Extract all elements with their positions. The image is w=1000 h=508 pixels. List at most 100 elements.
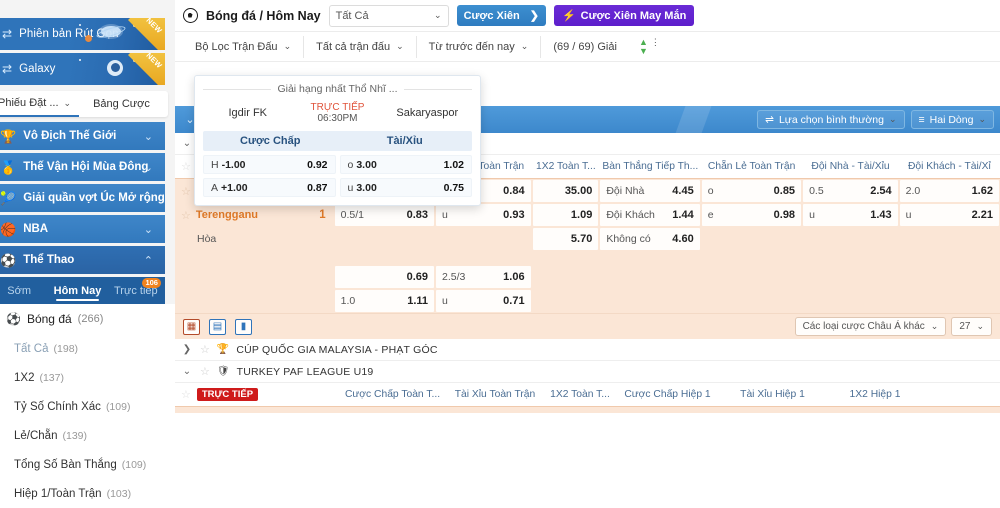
line: 1.0 <box>340 295 356 307</box>
sidebar-item-label: Thế Vận Hội Mùa Đông <box>23 161 149 173</box>
subtab-today[interactable]: Hôm Nay <box>48 277 106 304</box>
odds-cell-handicap-ft-alt-1[interactable]: 0.69 <box>334 266 435 288</box>
subtab-label: Hôm Nay <box>53 284 102 297</box>
favorite-star-icon[interactable]: ☆ <box>200 344 210 356</box>
popup-odds-cell-handicap-home[interactable]: H -1.00 0.92 <box>203 155 336 174</box>
favorite-star-icon[interactable]: ☆ <box>181 185 191 198</box>
column-header-1x2-ft: 1X2 Toàn T... <box>536 161 596 172</box>
chevron-right-icon[interactable]: ❯ <box>182 344 192 355</box>
promo-banner-lite-version[interactable]: ⇄ Phiên bản Rút Gọn NEW <box>0 18 165 50</box>
filter-label: Từ trước đến nay <box>428 40 515 53</box>
sidebar-market-ht-ft[interactable]: Hiệp 1/Toàn Trận (103) <box>0 479 175 508</box>
odds-cell-oddeven-odd[interactable]: o 0.85 <box>701 180 802 202</box>
chevron-down-icon: ⌄ <box>143 192 153 205</box>
all-matches-dropdown[interactable]: Tất cả trận đấu ⌄ <box>304 35 417 58</box>
odds-cell-1x2-home[interactable]: 35.00 <box>532 180 599 202</box>
odds: 1.09 <box>570 209 593 221</box>
sidebar-market-total-goals[interactable]: Tổng Số Bàn Thắng (109) <box>0 450 175 479</box>
market-label: Lẻ/Chẵn <box>14 429 58 442</box>
bet-board-tab[interactable]: Bảng Cược <box>79 98 150 110</box>
sidebar-item-sports[interactable]: ⚽ Thể Thao ⌃ <box>0 246 165 274</box>
popup-live-status: TRỰC TIẾP 06:30PM <box>293 102 383 124</box>
betslip-dropdown[interactable]: Phiếu Đặt ... ⌄ <box>0 91 80 117</box>
odds-cell-handicap-ft-alt-2[interactable]: 1.0 1.11 <box>334 290 435 312</box>
popup-odds-cell-handicap-away[interactable]: A +1.00 0.87 <box>203 178 336 197</box>
chevron-down-icon[interactable]: ⌄ <box>182 138 192 149</box>
rows-option-dropdown[interactable]: ≡ Hai Dòng ⌄ <box>910 110 994 129</box>
odds-cell-home-ou-under[interactable]: u 1.43 <box>803 204 898 226</box>
odds-cell-ou-ft-alt-1[interactable]: 2.5/3 1.06 <box>436 266 531 288</box>
asian-markets-dropdown[interactable]: Các loại cược Châu Á khác ⌄ <box>794 317 947 336</box>
league-header-turkey-paf-u19[interactable]: ⌄ ☆ 🛡 TURKEY PAF LEAGUE U19 <box>175 361 1000 383</box>
market-label: Tổng Số Bàn Thắng <box>14 458 117 471</box>
view-option-label: Lựa chọn bình thường <box>778 113 884 126</box>
odds-cell-away-ou-over[interactable]: 2.0 1.62 <box>899 180 999 202</box>
lucky-parlay-label: Cược Xiên May Mắn <box>580 9 687 22</box>
odds-cell-1x2-draw[interactable]: 5.70 <box>532 228 599 250</box>
favorite-star-icon[interactable]: ☆ <box>181 161 191 173</box>
count-dropdown[interactable]: 27 ⌄ <box>951 317 992 336</box>
chevron-down-icon: ⌄ <box>978 114 986 124</box>
odds-cell-next-goal-home[interactable]: Đội Nhà 4.45 <box>600 180 700 202</box>
sidebar-market-correct-score[interactable]: Tỷ Số Chính Xác (109) <box>0 392 175 421</box>
time-range-dropdown[interactable]: Từ trước đến nay ⌄ <box>417 35 542 58</box>
sidebar-market-all[interactable]: Tất Cả (198) <box>0 334 175 363</box>
market-count: (109) <box>105 400 131 413</box>
view-option-dropdown[interactable]: ⇌ Lựa chọn bình thường ⌄ <box>757 110 905 129</box>
chevron-down-icon[interactable]: ⌄ <box>185 114 195 126</box>
chevron-down-icon[interactable]: ⌄ <box>182 366 192 377</box>
odds: 4.45 <box>672 185 694 197</box>
sidebar-item-nba[interactable]: 🏀 NBA ⌄ <box>0 215 165 243</box>
filter-toolbar: Bộ Lọc Trận Đấu ⌄ Tất cả trận đấu ⌄ Từ t… <box>175 32 1000 62</box>
count-label: 27 <box>959 321 971 332</box>
match-filter-dropdown[interactable]: Bộ Lọc Trận Đấu ⌄ <box>183 35 305 58</box>
sidebar-item-winter-olympics[interactable]: 🥇 Thế Vận Hội Mùa Đông ⌄ <box>0 153 165 181</box>
odds-cell-handicap-ft-2[interactable]: 0.5/1 0.83 <box>334 204 435 226</box>
subtab-early[interactable]: Sớm <box>0 277 48 304</box>
favorite-star-icon[interactable]: ☆ <box>181 209 191 222</box>
odds: 2.54 <box>870 185 892 197</box>
lucky-parlay-button[interactable]: ⚡ Cược Xiên May Mắn <box>553 5 695 26</box>
odds-cell-ou-ft-2[interactable]: u 0.93 <box>436 204 531 226</box>
away-team-name: Terengganu <box>195 209 259 221</box>
favorite-star-icon[interactable]: ☆ <box>181 389 191 401</box>
line: u <box>442 295 448 307</box>
league-select[interactable]: Tất Cả ⌄ <box>328 4 449 27</box>
sidebar-item-australian-open[interactable]: 🎾 Giải quần vợt Úc Mở rộng ⌄ <box>0 184 165 212</box>
odds-cell-home-ou-over[interactable]: 0.5 2.54 <box>803 180 898 202</box>
league-header-malaysia-cup-corners[interactable]: ❯ ☆ 🏆 CÚP QUỐC GIA MALAYSIA - PHẠT GÓC <box>175 339 1000 361</box>
odds: 0.98 <box>773 209 796 221</box>
trophy-icon: 🏆 <box>0 128 17 144</box>
odds-cell-1x2-away[interactable]: 1.09 <box>532 204 599 226</box>
favorite-star-icon[interactable]: ☆ <box>200 366 210 378</box>
rows-option-label: Hai Dòng <box>929 113 974 126</box>
trophy-outline-icon: 🏆 <box>216 344 230 355</box>
odds-cell-away-ou-under[interactable]: u 2.21 <box>899 204 999 226</box>
sidebar-market-1x2[interactable]: 1X2 (137) <box>0 363 175 392</box>
column-header-oddeven-ft: Chẵn Lẻ Toàn Trận <box>707 161 796 172</box>
sport-label: Bóng đá <box>26 312 72 326</box>
grid-icon[interactable]: ▦ <box>183 318 200 335</box>
parlay-button[interactable]: Cược Xiên ❯ <box>456 5 546 26</box>
stats-icon[interactable]: ▮ <box>235 318 252 335</box>
subtab-live[interactable]: Trực tiếp 106 <box>107 277 165 304</box>
filter-lines-icon: ⇌ <box>765 113 774 126</box>
popup-odds-cell-over[interactable]: o 3.00 1.02 <box>339 155 472 174</box>
sidebar-item-label: Thể Thao <box>23 254 75 266</box>
list-icon[interactable]: ▤ <box>209 318 226 335</box>
odds-cell-oddeven-even[interactable]: e 0.98 <box>701 204 802 226</box>
market-label: 1X2 <box>14 371 35 384</box>
odds-cell-next-goal-none[interactable]: Không có 4.60 <box>600 228 700 250</box>
sidebar-item-world-cup[interactable]: 🏆 Vô Địch Thế Giới ⌄ <box>0 122 165 150</box>
odds-cell-empty <box>533 266 599 288</box>
odds-cell-ou-ft-alt-2[interactable]: u 0.71 <box>436 290 531 312</box>
promo-banner-galaxy[interactable]: ⇄ Galaxy NEW <box>0 53 165 85</box>
sort-icon[interactable]: ▲ ▼ ⋮ <box>638 36 660 56</box>
match-alt-line-cell-1 <box>175 265 334 289</box>
odds-cell-next-goal-away[interactable]: Đội Khách 1.44 <box>600 204 700 226</box>
chevron-down-icon: ⌄ <box>888 114 897 124</box>
sidebar-sport-football[interactable]: ⚽ Bóng đá (266) <box>0 304 175 334</box>
sidebar-market-odd-even[interactable]: Lẻ/Chẵn (139) <box>0 421 175 450</box>
popup-odds-cell-under[interactable]: u 3.00 0.75 <box>339 178 472 197</box>
